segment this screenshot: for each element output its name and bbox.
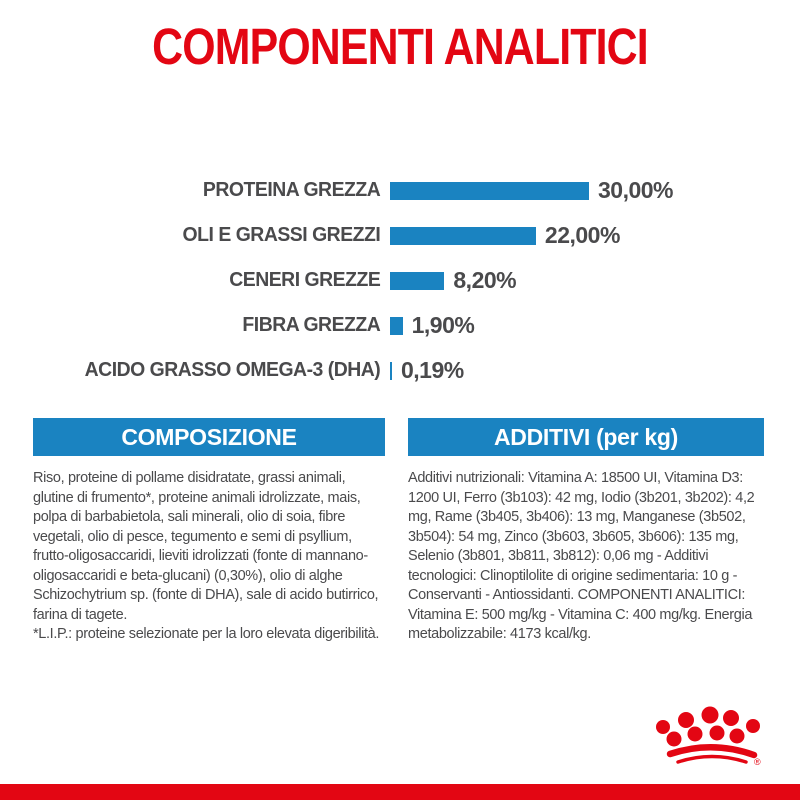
chart-row: ACIDO GRASSO OMEGA-3 (DHA) 0,19%: [0, 348, 800, 393]
chart-category-label: FIBRA GREZZA: [242, 314, 381, 336]
chart-row: PROTEINA GREZZA 30,00%: [0, 168, 800, 213]
page-title: COMPONENTI ANALITICI: [152, 18, 649, 75]
bar-ceneri-grezze: [390, 271, 445, 290]
analytical-components-bar-chart: PROTEINA GREZZA 30,00% OLI E GRASSI GREZ…: [0, 168, 800, 393]
composition-text: Riso, proteine di pollame disidratate, g…: [33, 469, 385, 645]
composition-header: COMPOSIZIONE: [33, 418, 385, 456]
composition-column: COMPOSIZIONE Riso, proteine di pollame d…: [33, 418, 385, 645]
additives-body: Additivi nutrizionali: Vitamina A: 18500…: [408, 470, 755, 642]
additives-column: ADDITIVI (per kg) Additivi nutrizionali:…: [408, 418, 764, 645]
chart-value-label: 22,00%: [544, 222, 621, 248]
bar-acido-grasso-omega-3: [390, 361, 392, 380]
composition-footnote: *L.I.P.: proteine selezionate per la lor…: [33, 626, 380, 642]
crown-band-upper: [666, 744, 758, 759]
chart-value-label: 0,19%: [401, 357, 464, 383]
royal-canin-crown-logo: ®: [656, 706, 761, 767]
bar-fibra-grezza: [390, 316, 403, 335]
bar-proteina-grezza: [390, 181, 589, 200]
bar-oli-e-grassi-grezzi: [390, 226, 536, 245]
chart-category-label: CENERI GREZZE: [229, 269, 381, 291]
chart-category-label: PROTEINA GREZZA: [202, 179, 381, 201]
crown-band-lower: [676, 754, 748, 764]
additives-text: Additivi nutrizionali: Vitamina A: 18500…: [408, 469, 764, 645]
chart-row: CENERI GREZZE 8,20%: [0, 258, 800, 303]
chart-value-label: 30,00%: [598, 177, 674, 203]
footer-red-bar: [0, 784, 800, 800]
additives-header: ADDITIVI (per kg): [408, 418, 764, 456]
registered-mark: ®: [754, 757, 761, 767]
chart-value-label: 8,20%: [453, 267, 517, 293]
chart-value-label: 1,90%: [411, 312, 475, 338]
composition-body: Riso, proteine di pollame disidratate, g…: [33, 470, 379, 623]
chart-row: FIBRA GREZZA 1,90%: [0, 303, 800, 348]
chart-category-label: OLI E GRASSI GREZZI: [182, 224, 381, 246]
chart-row: OLI E GRASSI GREZZI 22,00%: [0, 213, 800, 258]
chart-category-label: ACIDO GRASSO OMEGA-3 (DHA): [84, 359, 381, 381]
